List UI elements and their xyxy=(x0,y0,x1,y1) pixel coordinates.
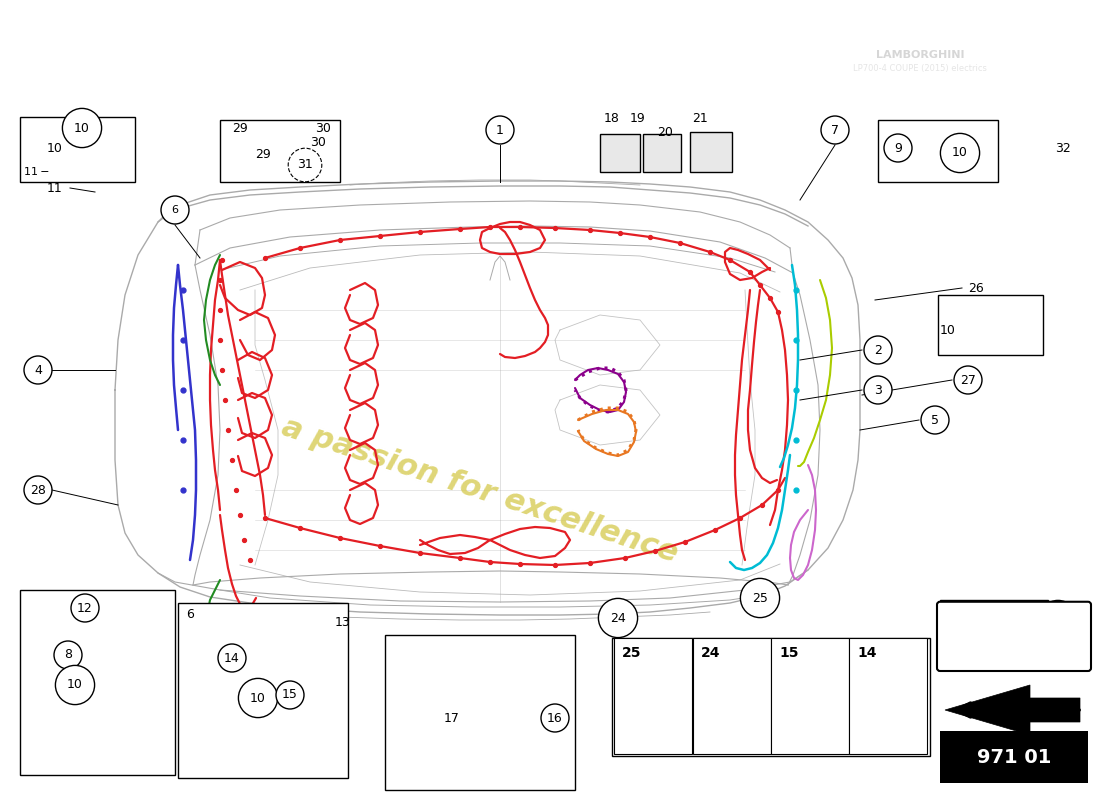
Text: 10: 10 xyxy=(67,678,82,691)
Circle shape xyxy=(954,366,982,394)
Circle shape xyxy=(54,641,82,669)
Text: 10: 10 xyxy=(953,146,968,159)
Text: 20: 20 xyxy=(657,126,673,138)
Circle shape xyxy=(864,376,892,404)
Circle shape xyxy=(864,336,892,364)
Text: 9: 9 xyxy=(894,142,902,154)
Bar xyxy=(940,731,1088,783)
Circle shape xyxy=(218,644,246,672)
Bar xyxy=(693,638,771,754)
Circle shape xyxy=(239,678,277,718)
Text: 26: 26 xyxy=(968,282,983,294)
Text: 5: 5 xyxy=(931,414,939,426)
Text: LP700-4 COUPE (2015) electrics: LP700-4 COUPE (2015) electrics xyxy=(854,63,987,73)
Text: 17: 17 xyxy=(444,711,460,725)
Text: 21: 21 xyxy=(692,111,708,125)
Text: 24: 24 xyxy=(610,611,626,625)
Bar xyxy=(600,134,640,172)
Text: 10: 10 xyxy=(1050,614,1066,626)
Text: 12: 12 xyxy=(77,602,92,614)
Bar xyxy=(385,635,575,790)
Circle shape xyxy=(940,134,980,173)
Text: 19: 19 xyxy=(630,111,646,125)
Text: 11 ─: 11 ─ xyxy=(24,167,48,177)
Circle shape xyxy=(161,196,189,224)
Circle shape xyxy=(884,134,912,162)
Text: 6: 6 xyxy=(186,609,194,622)
Text: 10: 10 xyxy=(948,614,964,626)
Circle shape xyxy=(1038,600,1078,640)
Text: 27: 27 xyxy=(960,374,976,386)
Text: 7: 7 xyxy=(830,123,839,137)
Bar xyxy=(20,590,175,775)
Bar xyxy=(940,600,1048,665)
Bar xyxy=(614,638,692,754)
Bar xyxy=(690,132,732,172)
Circle shape xyxy=(24,356,52,384)
Text: 29: 29 xyxy=(232,122,248,134)
Text: 25: 25 xyxy=(621,646,641,660)
Circle shape xyxy=(821,116,849,144)
Bar xyxy=(220,120,340,182)
Text: 8: 8 xyxy=(64,649,72,662)
Circle shape xyxy=(288,148,322,182)
Text: 16: 16 xyxy=(547,711,563,725)
Circle shape xyxy=(276,681,304,709)
Circle shape xyxy=(921,406,949,434)
Text: 14: 14 xyxy=(224,651,240,665)
Text: 10: 10 xyxy=(74,122,90,134)
Polygon shape xyxy=(945,685,1080,735)
Bar xyxy=(849,638,927,754)
Text: 6: 6 xyxy=(172,205,178,215)
Text: 11: 11 xyxy=(46,182,62,194)
Circle shape xyxy=(24,476,52,504)
Circle shape xyxy=(740,578,780,618)
Text: 28: 28 xyxy=(30,483,46,497)
Bar xyxy=(878,120,998,182)
Circle shape xyxy=(63,108,101,147)
Text: 3: 3 xyxy=(874,383,882,397)
Text: 10: 10 xyxy=(940,323,956,337)
Text: 30: 30 xyxy=(310,135,326,149)
Text: 30: 30 xyxy=(315,122,331,134)
Bar xyxy=(771,638,849,754)
Text: 15: 15 xyxy=(282,689,298,702)
Text: 10: 10 xyxy=(250,691,266,705)
Text: a passion for excellence: a passion for excellence xyxy=(278,412,682,568)
Circle shape xyxy=(55,666,95,705)
Bar xyxy=(644,134,681,172)
Text: 29: 29 xyxy=(255,149,271,162)
FancyBboxPatch shape xyxy=(937,602,1091,671)
Text: 1: 1 xyxy=(496,123,504,137)
Text: 971 01: 971 01 xyxy=(977,748,1052,767)
Text: 13: 13 xyxy=(336,615,351,629)
Bar xyxy=(20,117,135,182)
Text: 24: 24 xyxy=(701,646,721,660)
Circle shape xyxy=(72,594,99,622)
Bar xyxy=(938,295,1043,355)
Circle shape xyxy=(598,598,638,638)
Text: 4: 4 xyxy=(34,363,42,377)
Circle shape xyxy=(486,116,514,144)
Circle shape xyxy=(541,704,569,732)
Bar xyxy=(612,638,930,756)
Text: 18: 18 xyxy=(604,111,620,125)
Text: 31: 31 xyxy=(297,158,312,171)
Text: 10: 10 xyxy=(962,149,978,162)
Text: 25: 25 xyxy=(752,591,768,605)
Text: 32: 32 xyxy=(1055,142,1070,154)
Bar xyxy=(178,603,348,778)
Text: LAMBORGHINI: LAMBORGHINI xyxy=(876,50,965,60)
Text: 15: 15 xyxy=(779,646,799,660)
Text: 14: 14 xyxy=(857,646,877,660)
Text: 2: 2 xyxy=(874,343,882,357)
Text: 10: 10 xyxy=(47,142,63,154)
